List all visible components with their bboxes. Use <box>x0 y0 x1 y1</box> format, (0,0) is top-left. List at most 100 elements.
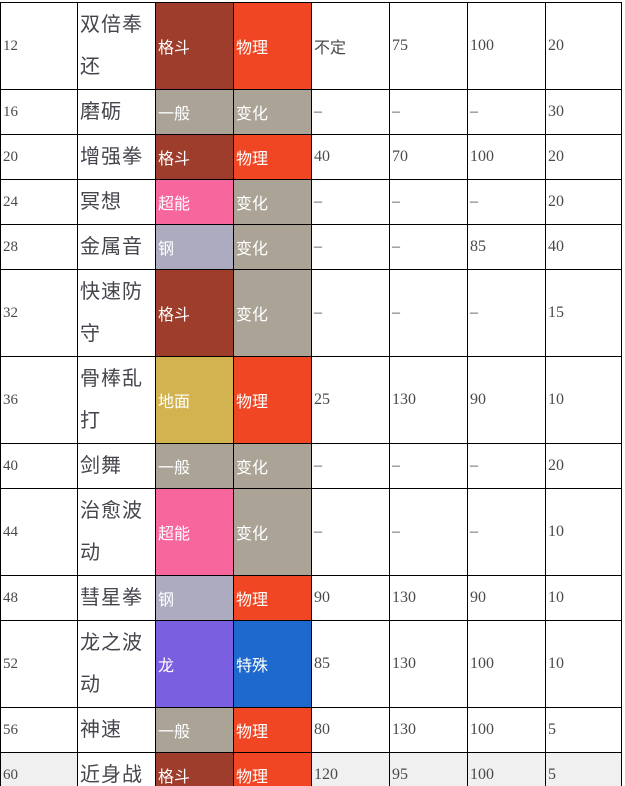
stat-cell: 130 <box>389 356 468 444</box>
pp-cell: 5 <box>545 752 622 786</box>
power-cell: 40 <box>311 134 390 180</box>
move-row: 32 快速防守 格斗 变化 – – – 15 <box>0 269 622 357</box>
move-row: 36 骨棒乱打 地面 物理 25 130 90 10 <box>0 356 622 444</box>
damage-category-cell: 物理 <box>233 707 312 753</box>
move-name-cell: 近身战 <box>77 752 156 786</box>
accuracy-cell: 100 <box>467 134 546 180</box>
pp-cell: 20 <box>545 179 622 225</box>
level-cell: 32 <box>0 269 78 357</box>
move-name-cell: 双倍奉还 <box>77 2 156 90</box>
damage-category-cell: 变化 <box>233 224 312 270</box>
move-name-cell: 增强拳 <box>77 134 156 180</box>
accuracy-cell: 100 <box>467 752 546 786</box>
level-cell: 16 <box>0 89 78 135</box>
level-cell: 52 <box>0 620 78 708</box>
move-row: 44 治愈波动 超能 变化 – – – 10 <box>0 488 622 576</box>
power-cell: – <box>311 224 390 270</box>
power-cell: – <box>311 488 390 576</box>
accuracy-cell: – <box>467 488 546 576</box>
move-name-cell: 磨砺 <box>77 89 156 135</box>
move-row: 40 剑舞 一般 变化 – – – 20 <box>0 443 622 489</box>
move-type-cell: 钢 <box>155 224 234 270</box>
move-row: 24 冥想 超能 变化 – – – 20 <box>0 179 622 225</box>
damage-category-cell: 变化 <box>233 179 312 225</box>
power-cell: 120 <box>311 752 390 786</box>
level-cell: 56 <box>0 707 78 753</box>
stat-cell: 130 <box>389 620 468 708</box>
power-cell: 25 <box>311 356 390 444</box>
damage-category-cell: 变化 <box>233 89 312 135</box>
accuracy-cell: – <box>467 443 546 489</box>
stat-cell: 75 <box>389 2 468 90</box>
damage-category-cell: 变化 <box>233 488 312 576</box>
level-cell: 28 <box>0 224 78 270</box>
move-name-cell: 快速防守 <box>77 269 156 357</box>
move-type-cell: 地面 <box>155 356 234 444</box>
pp-cell: 20 <box>545 2 622 90</box>
accuracy-cell: 100 <box>467 707 546 753</box>
damage-category-cell: 物理 <box>233 752 312 786</box>
accuracy-cell: 90 <box>467 575 546 621</box>
move-type-cell: 超能 <box>155 179 234 225</box>
move-row: 60 近身战 格斗 物理 120 95 100 5 <box>0 752 622 786</box>
power-cell: 90 <box>311 575 390 621</box>
power-cell: – <box>311 443 390 489</box>
stat-cell: 130 <box>389 575 468 621</box>
stat-cell: – <box>389 443 468 489</box>
accuracy-cell: – <box>467 269 546 357</box>
move-type-cell: 格斗 <box>155 269 234 357</box>
level-cell: 36 <box>0 356 78 444</box>
move-row: 52 龙之波动 龙 特殊 85 130 100 10 <box>0 620 622 708</box>
pp-cell: 40 <box>545 224 622 270</box>
move-name-cell: 骨棒乱打 <box>77 356 156 444</box>
stat-cell: – <box>389 269 468 357</box>
move-row: 56 神速 一般 物理 80 130 100 5 <box>0 707 622 753</box>
pp-cell: 15 <box>545 269 622 357</box>
pp-cell: 10 <box>545 620 622 708</box>
move-name-cell: 彗星拳 <box>77 575 156 621</box>
accuracy-cell: – <box>467 89 546 135</box>
move-row: 48 彗星拳 钢 物理 90 130 90 10 <box>0 575 622 621</box>
accuracy-cell: 100 <box>467 2 546 90</box>
damage-category-cell: 物理 <box>233 356 312 444</box>
stat-cell: 130 <box>389 707 468 753</box>
pp-cell: 10 <box>545 488 622 576</box>
move-row: 16 磨砺 一般 变化 – – – 30 <box>0 89 622 135</box>
damage-category-cell: 物理 <box>233 2 312 90</box>
stat-cell: – <box>389 224 468 270</box>
move-type-cell: 格斗 <box>155 134 234 180</box>
move-row: 28 金属音 钢 变化 – – 85 40 <box>0 224 622 270</box>
move-name-cell: 神速 <box>77 707 156 753</box>
pp-cell: 10 <box>545 575 622 621</box>
move-type-cell: 龙 <box>155 620 234 708</box>
power-cell: – <box>311 269 390 357</box>
pp-cell: 5 <box>545 707 622 753</box>
level-cell: 48 <box>0 575 78 621</box>
damage-category-cell: 物理 <box>233 134 312 180</box>
power-cell: – <box>311 89 390 135</box>
move-type-cell: 格斗 <box>155 2 234 90</box>
damage-category-cell: 物理 <box>233 575 312 621</box>
level-cell: 24 <box>0 179 78 225</box>
move-row: 12 双倍奉还 格斗 物理 不定 75 100 20 <box>0 2 622 90</box>
move-name-cell: 冥想 <box>77 179 156 225</box>
power-cell: – <box>311 179 390 225</box>
pp-cell: 20 <box>545 443 622 489</box>
accuracy-cell: – <box>467 179 546 225</box>
power-cell: 不定 <box>311 2 390 90</box>
move-type-cell: 格斗 <box>155 752 234 786</box>
move-name-cell: 龙之波动 <box>77 620 156 708</box>
move-name-cell: 金属音 <box>77 224 156 270</box>
power-cell: 85 <box>311 620 390 708</box>
pp-cell: 10 <box>545 356 622 444</box>
move-type-cell: 超能 <box>155 488 234 576</box>
level-cell: 60 <box>0 752 78 786</box>
pp-cell: 30 <box>545 89 622 135</box>
move-type-cell: 一般 <box>155 443 234 489</box>
power-cell: 80 <box>311 707 390 753</box>
move-row: 20 增强拳 格斗 物理 40 70 100 20 <box>0 134 622 180</box>
level-cell: 44 <box>0 488 78 576</box>
